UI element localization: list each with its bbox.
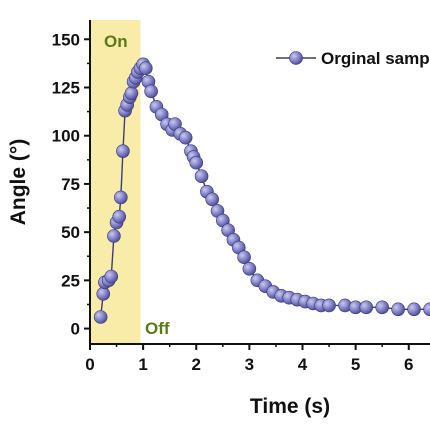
data-point [407, 302, 421, 317]
data-point [144, 84, 158, 99]
data-point [359, 300, 374, 315]
data-point [375, 300, 389, 315]
x-tick-label: 1 [138, 355, 147, 374]
x-tick-label: 5 [351, 355, 360, 374]
y-tick-label: 0 [71, 320, 80, 339]
data-point [423, 302, 430, 317]
y-tick-label: 125 [52, 79, 80, 98]
series-line [99, 63, 430, 318]
y-axis-title: Angle (°) [7, 139, 30, 226]
data-point [138, 61, 153, 76]
data-point [189, 155, 204, 170]
data-point [205, 192, 219, 207]
data-point [124, 86, 139, 101]
data-point [107, 229, 121, 243]
y-tick-label: 150 [52, 30, 80, 49]
x-axis-ticks: 0 1 2 3 4 5 6 [85, 344, 413, 374]
data-point [114, 190, 128, 205]
off-annotation: Off [145, 319, 170, 338]
legend-label: Orginal sample [321, 49, 430, 68]
data-point [237, 250, 251, 265]
data-point [242, 261, 257, 276]
data-point [104, 269, 119, 284]
x-tick-label: 2 [192, 355, 201, 374]
data-point [322, 298, 336, 313]
on-annotation: On [104, 32, 128, 51]
data-point [96, 287, 111, 301]
y-tick-label: 25 [61, 271, 80, 290]
data-point [93, 310, 108, 324]
data-point [116, 144, 130, 158]
x-tick-label: 3 [245, 355, 254, 374]
x-tick-label: 0 [85, 355, 94, 374]
y-axis-ticks: 0 25 50 75 100 125 150 [52, 30, 90, 339]
y-tick-label: 75 [61, 175, 80, 194]
data-point [391, 302, 405, 317]
legend: Orginal sample [276, 49, 430, 68]
x-tick-label: 6 [404, 355, 413, 374]
y-tick-label: 100 [52, 127, 80, 146]
y-tick-label: 50 [61, 223, 80, 242]
data-point [178, 130, 193, 145]
legend-marker [289, 51, 303, 65]
data-point [112, 209, 127, 224]
data-point [194, 169, 209, 184]
x-tick-label: 4 [298, 355, 308, 374]
x-axis-title: Time (s) [250, 395, 330, 418]
data-points [93, 57, 430, 324]
